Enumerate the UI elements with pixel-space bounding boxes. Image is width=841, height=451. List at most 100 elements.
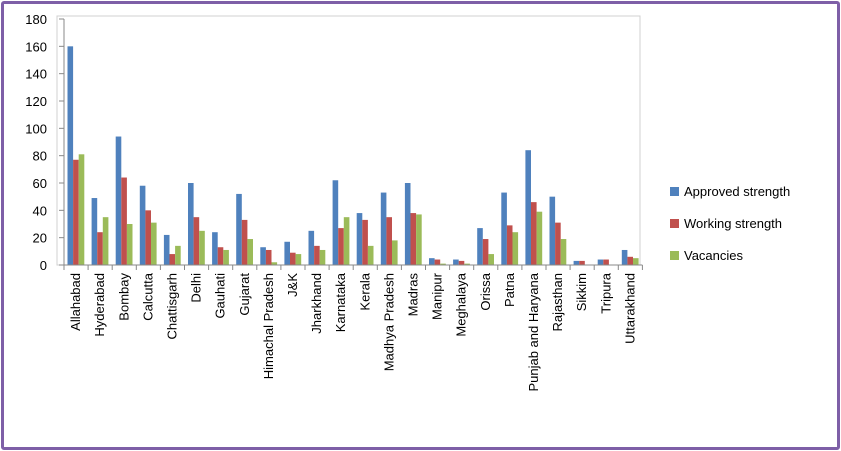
x-tick-label-himachal-pradesh: Himachal Pradesh bbox=[261, 273, 276, 379]
bar-vacancies-patna bbox=[512, 232, 519, 265]
bar-approved-strength-sikkim bbox=[573, 260, 580, 265]
bar-working-strength-j-k bbox=[290, 252, 296, 265]
x-tick-label-punjab-and-haryana: Punjab and Haryana bbox=[526, 272, 541, 391]
y-tick-label: 20 bbox=[33, 231, 47, 246]
x-tick-label-kerala: Kerala bbox=[357, 272, 372, 310]
legend-swatch-vacancies bbox=[670, 251, 679, 260]
bar-approved-strength-punjab-and-haryana bbox=[525, 150, 531, 265]
bar-vacancies-bombay bbox=[126, 224, 133, 265]
bar-approved-strength-meghalaya bbox=[453, 259, 459, 265]
bar-approved-strength-gauhati bbox=[212, 232, 218, 265]
y-tick-label: 100 bbox=[25, 121, 47, 136]
bar-approved-strength-madras bbox=[404, 183, 411, 265]
y-tick-label: 60 bbox=[33, 176, 47, 191]
x-tick-label-gujarat: Gujarat bbox=[237, 273, 252, 316]
bar-approved-strength-madhya-pradesh bbox=[380, 192, 387, 265]
bar-vacancies-orissa bbox=[488, 254, 494, 265]
bar-approved-strength-gujarat bbox=[236, 193, 242, 265]
x-tick-label-gauhati: Gauhati bbox=[213, 273, 228, 319]
y-tick-label: 80 bbox=[33, 149, 47, 164]
bar-working-strength-hyderabad bbox=[97, 232, 103, 265]
x-tick-label-chattisgarh: Chattisgarh bbox=[164, 273, 179, 339]
x-tick-label-meghalaya: Meghalaya bbox=[454, 272, 469, 336]
bar-approved-strength-kerala bbox=[356, 213, 363, 265]
bar-approved-strength-patna bbox=[501, 192, 507, 265]
bar-vacancies-delhi bbox=[199, 230, 205, 265]
bar-working-strength-sikkim bbox=[579, 260, 585, 265]
bar-working-strength-bombay bbox=[121, 177, 127, 265]
bar-working-strength-orissa bbox=[482, 239, 489, 265]
x-tick-label-j-k: J&K bbox=[285, 273, 300, 297]
legend-label-approved-strength: Approved strength bbox=[684, 184, 790, 199]
bar-working-strength-gujarat bbox=[241, 219, 248, 265]
bar-approved-strength-hyderabad bbox=[91, 198, 98, 265]
bar-working-strength-tripura bbox=[603, 259, 609, 265]
bar-vacancies-calcutta bbox=[151, 222, 157, 265]
bar-working-strength-madhya-pradesh bbox=[386, 217, 392, 265]
bar-working-strength-kerala bbox=[362, 219, 368, 265]
bar-working-strength-jharkhand bbox=[314, 245, 320, 265]
bar-vacancies-kerala bbox=[367, 245, 374, 265]
bars bbox=[67, 46, 639, 265]
legend-label-working-strength: Working strength bbox=[684, 216, 782, 231]
y-tick-label: 40 bbox=[33, 203, 47, 218]
x-tick-label-allahabad: Allahabad bbox=[68, 273, 83, 331]
bar-vacancies-karnataka bbox=[343, 217, 350, 265]
bar-working-strength-allahabad bbox=[73, 159, 79, 265]
x-tick-label-bombay: Bombay bbox=[116, 273, 131, 321]
bar-working-strength-chattisgarh bbox=[169, 254, 176, 265]
bar-approved-strength-allahabad bbox=[67, 46, 74, 265]
bar-approved-strength-chattisgarh bbox=[163, 234, 170, 265]
legend-label-vacancies: Vacancies bbox=[684, 248, 744, 263]
bar-working-strength-delhi bbox=[193, 217, 200, 265]
x-tick-label-manipur: Manipur bbox=[430, 272, 445, 320]
x-tick-label-delhi: Delhi bbox=[189, 273, 204, 303]
x-tick-label-patna: Patna bbox=[502, 272, 517, 307]
bar-working-strength-manipur bbox=[434, 259, 441, 265]
bar-working-strength-calcutta bbox=[145, 210, 151, 265]
bar-approved-strength-rajasthan bbox=[549, 196, 556, 265]
bar-working-strength-patna bbox=[506, 225, 513, 265]
bar-approved-strength-jharkhand bbox=[308, 230, 315, 265]
bar-approved-strength-himachal-pradesh bbox=[260, 247, 266, 265]
bar-vacancies-madras bbox=[416, 214, 422, 265]
bar-vacancies-madhya-pradesh bbox=[392, 240, 398, 265]
bar-approved-strength-calcutta bbox=[139, 185, 146, 265]
bar-vacancies-manipur bbox=[440, 263, 446, 265]
bar-working-strength-uttarakhand bbox=[627, 256, 633, 265]
bar-vacancies-himachal-pradesh bbox=[271, 262, 278, 265]
bar-vacancies-uttarakhand bbox=[633, 258, 639, 265]
x-tick-label-sikkim: Sikkim bbox=[574, 273, 589, 311]
x-tick-label-orissa: Orissa bbox=[478, 272, 493, 310]
y-tick-label: 120 bbox=[25, 94, 47, 109]
bar-working-strength-karnataka bbox=[338, 228, 344, 265]
x-tick-label-tripura: Tripura bbox=[598, 272, 613, 313]
y-tick-label: 140 bbox=[25, 67, 47, 82]
bar-vacancies-allahabad bbox=[78, 154, 85, 265]
bar-working-strength-punjab-and-haryana bbox=[531, 202, 537, 265]
bar-approved-strength-orissa bbox=[477, 228, 483, 265]
y-tick-label: 0 bbox=[40, 258, 47, 273]
bar-approved-strength-manipur bbox=[429, 258, 435, 265]
bar-approved-strength-delhi bbox=[188, 183, 194, 265]
bar-approved-strength-tripura bbox=[597, 259, 604, 265]
legend: Approved strength Working strength Vacanci… bbox=[670, 184, 790, 263]
bar-working-strength-himachal-pradesh bbox=[265, 249, 272, 265]
bar-vacancies-jharkhand bbox=[319, 249, 326, 265]
y-axis: 0 20 40 60 80 100 120 140 160 180 bbox=[25, 12, 65, 273]
bar-working-strength-meghalaya bbox=[458, 260, 465, 265]
bar-working-strength-madras bbox=[410, 213, 417, 265]
bar-working-strength-rajasthan bbox=[555, 222, 561, 265]
bar-approved-strength-karnataka bbox=[332, 180, 339, 265]
x-tick-label-madras: Madras bbox=[405, 273, 420, 317]
x-tick-label-jharkhand: Jharkhand bbox=[309, 273, 324, 334]
bar-approved-strength-j-k bbox=[284, 241, 290, 265]
legend-swatch-approved-strength bbox=[670, 187, 679, 196]
x-tick-label-uttarakhand: Uttarakhand bbox=[622, 273, 637, 344]
bar-approved-strength-uttarakhand bbox=[621, 249, 628, 265]
bar-approved-strength-bombay bbox=[115, 136, 122, 265]
y-tick-label: 160 bbox=[25, 39, 47, 54]
bar-working-strength-gauhati bbox=[217, 247, 224, 265]
x-tick-label-rajasthan: Rajasthan bbox=[550, 273, 565, 332]
